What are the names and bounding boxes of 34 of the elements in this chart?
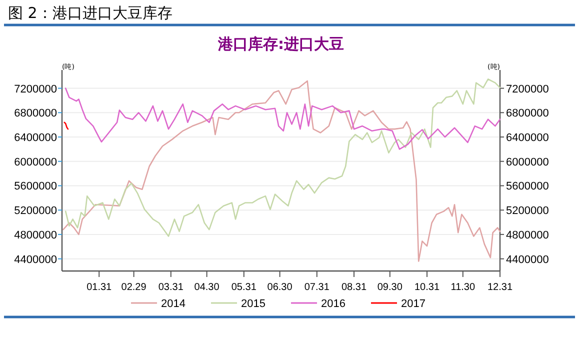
x-tick-label: 10.31: [414, 282, 440, 293]
x-tick-label: 06.30: [267, 282, 293, 293]
legend-label: 2015: [241, 298, 266, 310]
x-tick-label: 04.30: [194, 282, 220, 293]
y2-tick-label: 5200000: [506, 205, 549, 218]
x-tick-label: 03.31: [158, 282, 184, 293]
y2-tick-label: 6800000: [506, 108, 549, 120]
y2-tick-label: 4800000: [506, 229, 549, 242]
legend-label: 2017: [401, 298, 426, 310]
y-tick-label: 6400000: [14, 132, 57, 144]
chart-subtitle: 港口库存:进口大豆: [217, 35, 344, 53]
legend-label: 2014: [161, 298, 186, 310]
y-tick-label: 5600000: [14, 180, 57, 193]
y-tick-label: 7200000: [14, 83, 57, 96]
y-tick-label: 4800000: [14, 229, 57, 242]
y-tick-label: 5200000: [14, 205, 57, 218]
x-tick-label: 05.31: [231, 282, 257, 293]
y2-tick-label: 6000000: [506, 156, 549, 168]
x-tick-label: 01.31: [86, 282, 112, 293]
y2-tick-label: 6400000: [506, 132, 549, 144]
x-tick-label: 08.31: [341, 282, 367, 293]
y-tick-label: 4400000: [14, 254, 57, 266]
x-tick-label: 11.30: [450, 282, 476, 293]
y-tick-label: 6000000: [14, 156, 57, 168]
x-tick-label: 07.31: [304, 282, 330, 293]
y2-tick-label: 7200000: [506, 83, 549, 96]
y2-tick-label: 5600000: [506, 180, 549, 193]
y2-tick-label: 4400000: [506, 254, 549, 266]
y-tick-label: 6800000: [14, 108, 57, 120]
legend-label: 2016: [321, 298, 346, 310]
x-tick-label: 02.29: [121, 282, 147, 293]
chart-title: 图 2：港口进口大豆库存: [8, 4, 172, 22]
x-tick-label: 09.30: [377, 282, 403, 293]
x-tick-label: 12.31: [487, 282, 513, 293]
